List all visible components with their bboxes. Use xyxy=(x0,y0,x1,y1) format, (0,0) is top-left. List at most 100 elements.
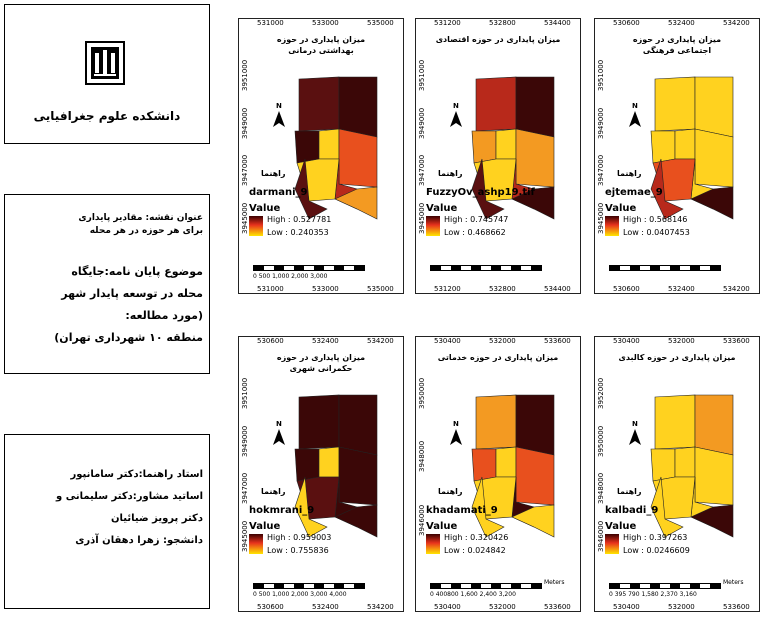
district-polygon xyxy=(334,186,378,220)
scale-bar-labels: 0 400800 1,600 2,400 3,200 xyxy=(430,591,516,598)
x-tick-bottom: 534200 xyxy=(723,285,750,293)
faculty-name: دانشکده علوم جغرافیایی xyxy=(33,109,181,123)
map-panel-1: 531000 533000 535000 531000 533000 535000 3951… xyxy=(238,18,404,294)
district-polygon xyxy=(298,394,340,450)
district-polygon xyxy=(515,394,555,456)
thesis-line3: (مورد مطالعه: xyxy=(125,309,203,322)
scale-bar-labels: 0 395 790 1,580 2,370 3,160 xyxy=(609,591,697,598)
legend-heading: راهنما xyxy=(438,487,463,496)
x-tick-top: 533600 xyxy=(544,337,571,345)
legend-value-label: Value xyxy=(249,203,281,214)
legend-heading: راهنما xyxy=(617,487,642,496)
legend-high: High : 0.745747 xyxy=(444,215,509,224)
district-polygon xyxy=(690,186,734,220)
sidebar: دانشکده علوم جغرافیایی عنوان نقشه: مقادی… xyxy=(4,4,216,612)
student-line: دانشجو: زهرا دهقان آذری xyxy=(75,535,203,546)
district-polygon xyxy=(471,476,505,538)
map-title-line2: بهداشتی درمانی xyxy=(288,46,354,55)
map-panel-3: 530600 532400 534200 530600 532400 534200 3951… xyxy=(594,18,760,294)
x-tick-bottom: 531200 xyxy=(434,285,461,293)
scale-bar xyxy=(253,583,365,589)
map-title-line1: میزان پایداری در حوزه کالبدی xyxy=(618,353,736,362)
consultant-line2: دکتر پرویز ضیائیان xyxy=(110,513,203,524)
district-polygon xyxy=(515,446,555,506)
map-title-line1: عنوان نقشه: مقادیر پایداری xyxy=(78,213,203,223)
map-title-line2: حکمرانی شهری xyxy=(289,364,353,373)
x-tick-top: 532000 xyxy=(668,337,695,345)
scale-bar xyxy=(430,583,542,589)
credits-box: استاد راهنما:دکتر سامانپور اساتید مشاور:… xyxy=(4,434,210,609)
legend-low: Low : 0.024842 xyxy=(444,546,506,555)
legend-color-ramp xyxy=(605,216,619,236)
scale-units: Meters xyxy=(544,579,565,586)
north-arrow-icon: N xyxy=(629,420,641,445)
layer-name: kalbadi_9 xyxy=(605,505,659,516)
x-tick-top: 532400 xyxy=(668,19,695,27)
map-panel-4: 530600 532400 534200 530600 532400 534200 3951… xyxy=(238,336,404,612)
x-tick-bottom: 534200 xyxy=(367,603,394,611)
map-title-line1: میزان پایداری در حوزه xyxy=(276,353,366,362)
district-polygon xyxy=(495,446,517,478)
district-polygon xyxy=(650,158,684,220)
thesis-line1: موضوع پایان نامه:جایگاه xyxy=(71,265,203,278)
district-polygon xyxy=(674,446,696,478)
x-tick-top: 530600 xyxy=(613,19,640,27)
x-tick-top: 531200 xyxy=(434,19,461,27)
north-arrow-icon: N xyxy=(629,102,641,127)
title-box: عنوان نقشه: مقادیر پایداری برای هر حوزه … xyxy=(4,194,210,374)
district-polygon xyxy=(471,130,497,164)
map-title-line2: برای هر حوزه در هر محله xyxy=(89,226,203,236)
advisor-line: استاد راهنما:دکتر سامانپور xyxy=(70,469,204,480)
map-panel-5: 530400 532000 533600 530400 532000 533600 3950… xyxy=(415,336,581,612)
map-panel-6: 530400 532000 533600 530400 532000 533600 3952… xyxy=(594,336,760,612)
district-polygon xyxy=(650,130,676,164)
map-polygons: N xyxy=(450,76,555,220)
legend-low: Low : 0.755836 xyxy=(267,546,329,555)
legend-high: High : 0.320426 xyxy=(444,533,509,542)
legend-high: High : 0.527781 xyxy=(267,215,332,224)
legend-heading: راهنما xyxy=(261,487,286,496)
x-tick-bottom: 532800 xyxy=(489,285,516,293)
legend-heading: راهنما xyxy=(438,169,463,178)
district-polygon xyxy=(694,446,734,506)
x-tick-bottom: 534400 xyxy=(544,285,571,293)
legend-value-label: Value xyxy=(426,521,458,532)
map-polygons: N xyxy=(629,76,734,220)
x-tick-bottom: 530600 xyxy=(613,285,640,293)
x-tick-bottom: 532000 xyxy=(668,603,695,611)
north-arrow-icon: N xyxy=(273,420,285,445)
legend-heading: راهنما xyxy=(617,169,642,178)
legend-high: High : 0.397263 xyxy=(623,533,688,542)
legend-low: Low : 0.468662 xyxy=(444,228,506,237)
district-polygon xyxy=(495,128,517,160)
district-polygon xyxy=(515,76,555,138)
x-tick-bottom: 533600 xyxy=(723,603,750,611)
x-tick-bottom: 533000 xyxy=(312,285,339,293)
north-arrow-icon: N xyxy=(450,420,462,445)
district-polygon xyxy=(674,128,696,160)
legend-color-ramp xyxy=(249,534,263,554)
x-tick-top: 532800 xyxy=(489,19,516,27)
svg-text:N: N xyxy=(453,102,459,110)
scale-bar xyxy=(609,265,721,271)
district-polygon xyxy=(511,186,555,220)
svg-text:N: N xyxy=(276,420,282,428)
legend-heading: راهنما xyxy=(261,169,286,178)
scale-bar xyxy=(253,265,365,271)
map-polygons: N xyxy=(629,394,734,538)
district-polygon xyxy=(338,394,378,456)
layer-name: FuzzyOv_ashp19.tif xyxy=(426,187,535,198)
map-polygons: N xyxy=(273,394,378,538)
x-tick-top: 532000 xyxy=(489,337,516,345)
district-polygon xyxy=(334,504,378,538)
x-tick-bottom: 533600 xyxy=(544,603,571,611)
svg-text:N: N xyxy=(632,420,638,428)
district-polygon xyxy=(650,448,676,482)
district-polygon xyxy=(294,476,328,538)
layer-name: khadamati_9 xyxy=(426,505,498,516)
svg-text:N: N xyxy=(453,420,459,428)
x-tick-top: 535000 xyxy=(367,19,394,27)
district-polygon xyxy=(475,76,517,132)
x-tick-bottom: 530400 xyxy=(613,603,640,611)
scale-bar xyxy=(430,265,542,271)
